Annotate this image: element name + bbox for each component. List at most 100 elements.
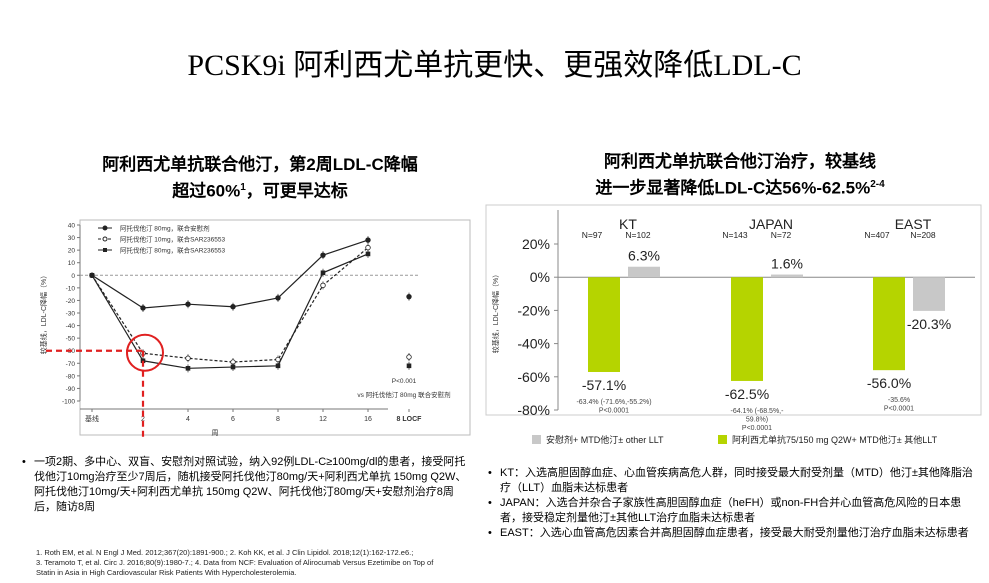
bar-y-tick-label: -60% [517,369,550,385]
series-line [91,253,369,369]
y-tick-label: -90 [66,386,76,393]
left-title-main: 超过60% [172,181,241,201]
data-point [275,363,281,369]
right-bullet-item: JAPAN：入选合并杂合子家族性高胆固醇血症（heFH）或non-FH合并心血管… [488,496,978,526]
right-bullet-item: EAST：入选心血管高危因素合并高胆固醇血症患者，接受最大耐受剂量他汀治疗血脂未… [488,526,978,541]
data-point [230,364,236,370]
y-tick-label: 30 [68,235,76,242]
bar-green [588,277,620,372]
legend-marker [102,236,108,242]
y-tick-label: -40 [66,323,76,330]
data-point [89,272,95,278]
bar-green [731,277,763,381]
y-tick-label: -60 [66,348,76,355]
y-tick-label: -30 [66,311,76,318]
legend-label: 阿托伐他汀 80mg，联合安慰剂 [120,224,210,233]
x-axis-title: 周 [212,429,219,437]
reference-line: 1. Roth EM, et al. N Engl J Med. 2012;36… [36,548,414,557]
group-name: KT [619,216,637,232]
bar-sub-label: P<0.0001 [599,407,629,414]
data-point [320,270,326,276]
right-bullet-item: KT：入选高胆固醇血症、心血管疾病高危人群，同时接受最大耐受剂量（MTD）他汀±… [488,466,978,496]
data-point [406,363,412,369]
bar-green [873,277,905,371]
series-line [91,239,369,309]
legend-label-green: 阿利西尤单抗75/150 mg Q2W+ MTD他汀± 其他LLT [732,434,938,445]
bar-green-label: -57.1% [582,377,626,393]
comparison-note: vs 阿托伐他汀 80mg 联合安慰剂 [357,390,450,399]
data-point [406,354,412,360]
x-tick-label: 8 [276,416,280,423]
bar-y-tick-label: 20% [522,236,550,252]
x-tick-label: 16 [364,416,372,423]
bar-y-axis-title: 较基线，LDL-C降幅（%） [491,271,500,353]
reference-line: 3. Teramoto T, et al. Circ J. 2016;80(9)… [36,558,434,567]
bar-grey-label: 6.3% [628,248,660,264]
left-title-sup: 1 [240,182,246,193]
data-point [140,358,146,364]
bar-grey [771,274,803,278]
group-n-grey: N=208 [910,230,936,240]
x-tick-label: 4 [186,416,190,423]
bar-sub-label: P<0.0001 [884,406,914,413]
data-point [365,237,371,243]
data-point [230,304,236,310]
y-axis-title: 较基线，LDL-C降幅（%） [39,272,48,354]
right-bullets: KT：入选高胆固醇血症、心血管疾病高危人群，同时接受最大耐受剂量（MTD）他汀±… [488,466,978,541]
bar-chart-frame [485,204,982,416]
y-tick-label: -80 [66,373,76,380]
highlight-circle [126,333,164,372]
data-point [275,356,281,363]
bar-grey-label: -20.3% [907,316,951,332]
y-tick-label: 0 [71,273,75,280]
data-point [89,272,95,278]
bar-grey-label: 1.6% [771,256,803,272]
y-tick-label: -10 [66,285,76,292]
y-tick-label: -50 [66,336,76,343]
right-title-line2: 进一步显著降低LDL-C达56%-62.5%2-4 [505,173,975,200]
group-name: EAST [895,216,932,232]
y-tick-label: 20 [68,248,76,255]
legend-marker [103,248,107,252]
right-title-main: 进一步显著降低LDL-C达56%-62.5% [595,178,871,198]
data-point [320,252,326,258]
bar-y-tick-label: -40% [517,336,550,352]
legend-label: 阿托伐他汀 80mg，联合SAR236553 [120,246,226,255]
x-tick-label: 2 [141,416,145,423]
bar-sub-label: P<0.0001 [742,425,772,432]
bar-y-tick-label: -20% [517,302,550,318]
x-tick-label: 6 [231,416,235,423]
right-panel-title: 阿利西尤单抗联合他汀治疗，较基线 进一步显著降低LDL-C达56%-62.5%2… [505,150,975,200]
x-tick-label: 基线 [85,414,99,423]
legend-swatch-green [718,435,727,444]
bar-sub-label: -63.4% (-71.6%,-55.2%) [576,399,651,406]
data-point [185,366,191,371]
p-value: P<0.001 [392,378,417,385]
bar-sub-label: -64.1% (-68.5%,- [731,408,785,415]
legend-label-grey: 安慰剂+ MTD他汀± other LLT [546,434,664,445]
data-point [365,251,371,257]
group-n-grey: N=72 [771,230,792,240]
group-n-green: N=97 [582,230,603,240]
right-title-line1: 阿利西尤单抗联合他汀治疗，较基线 [604,152,876,171]
data-point [140,305,146,311]
series-line [91,247,369,363]
data-point [230,359,236,365]
reference-line: Statin in Asia in High Cardiovascular Ri… [36,568,297,577]
data-point [365,244,371,251]
left-title-end: ，可更早达标 [245,181,348,201]
bar-grey [913,277,945,311]
y-tick-label: 10 [68,260,76,267]
left-panel-title: 阿利西尤单抗联合他汀，第2周LDL-C降幅 超过60%1，可更早达标 [40,153,480,203]
x-tick-label: 8 LOCF [397,416,423,423]
right-title-sup: 2-4 [870,179,885,190]
y-tick-label: 40 [68,223,76,230]
bar-green-label: -62.5% [725,386,769,402]
group-n-grey: N=102 [625,230,651,240]
legend-label: 阿托伐他汀 10mg，联合SAR236553 [120,235,226,244]
bar-sub-label: -35.6% [888,397,910,404]
page-title: PCSK9i 阿利西尤单抗更快、更强效降低LDL-C [187,49,802,82]
data-point [140,350,146,356]
data-point [406,293,412,300]
bar-grey [628,266,660,278]
